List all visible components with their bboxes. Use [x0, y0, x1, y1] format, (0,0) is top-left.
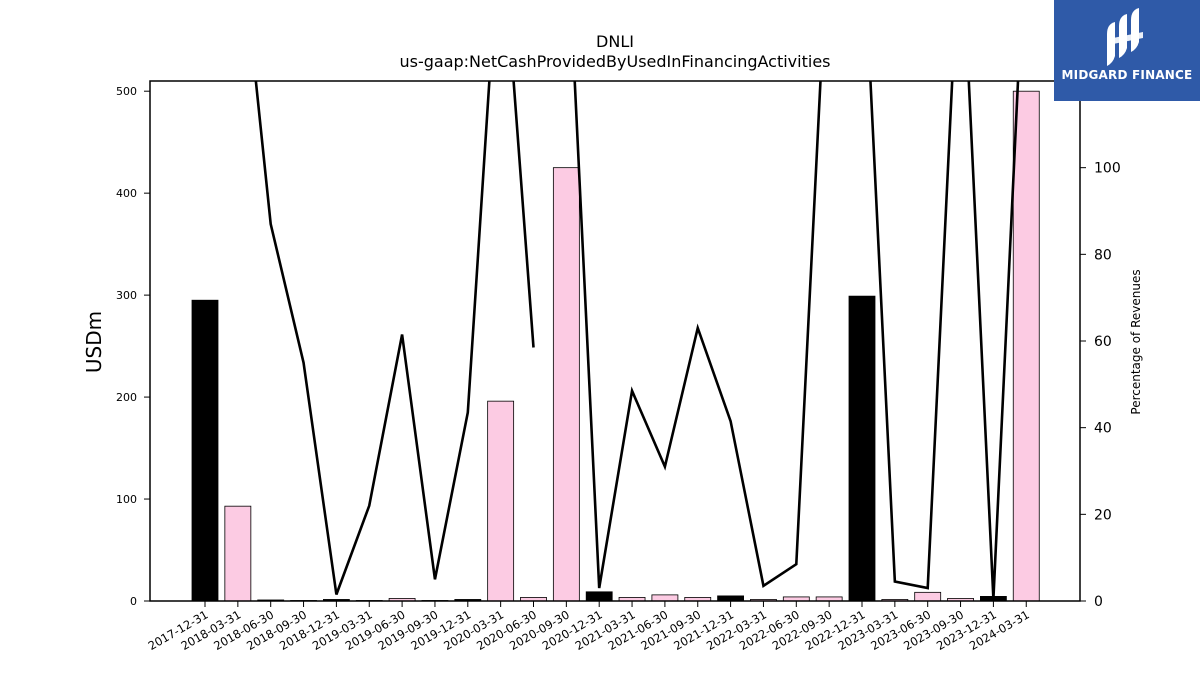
- y2-tick-label: 0: [1094, 594, 1103, 610]
- right-y-axis: 0 20 40 60 80 100: [1080, 161, 1121, 610]
- bar-2022-12-31: [848, 295, 876, 601]
- bar-2023-09-30: [947, 598, 974, 601]
- y2-tick-label: 100: [1094, 161, 1121, 177]
- percentage-line-series: [254, 81, 1020, 599]
- y-tick-label: 300: [116, 289, 137, 302]
- bar-2024-03-31: [1012, 90, 1040, 601]
- y-tick-label: 100: [116, 493, 137, 506]
- y2-tick-label: 20: [1094, 507, 1112, 523]
- bar-2020-03-31: [487, 400, 515, 601]
- bar-2023-06-30: [914, 591, 942, 601]
- y-tick-label: 200: [116, 391, 137, 404]
- left-y-axis: 0 100 200 300 400 500: [116, 85, 150, 608]
- y-axis-label-right: Percentage of Revenues: [1129, 269, 1143, 415]
- midgard-finance-logo: MIDGARD FINANCE: [1054, 0, 1200, 101]
- bar-2021-12-31: [717, 595, 744, 601]
- y-tick-label: 0: [130, 595, 137, 608]
- x-axis: 2017-12-312018-03-312018-06-302018-09-30…: [146, 601, 1032, 653]
- y-tick-label: 500: [116, 85, 137, 98]
- bar-2019-06-30: [388, 598, 416, 601]
- logo-wordmark: MIDGARD FINANCE: [1061, 68, 1193, 82]
- y2-tick-label: 80: [1094, 247, 1112, 263]
- y-axis-label-left: USDm: [82, 310, 106, 374]
- bar-2018-03-31: [224, 505, 252, 601]
- percentage-line-segment-1: [254, 81, 535, 595]
- bar-2021-06-30: [651, 594, 679, 601]
- y2-tick-label: 40: [1094, 421, 1112, 437]
- bar-2020-09-30: [552, 167, 580, 601]
- bar-2017-12-31: [191, 299, 219, 601]
- bar-2020-12-31: [585, 591, 613, 601]
- chart-title: DNLI: [596, 32, 634, 51]
- percentage-line-segment-2: [573, 81, 1020, 599]
- y-tick-label: 400: [116, 187, 137, 200]
- y2-tick-label: 60: [1094, 334, 1112, 350]
- bar-series: [191, 90, 1040, 601]
- chart-subtitle: us-gaap:NetCashProvidedByUsedInFinancing…: [399, 52, 831, 71]
- midgard-logo-icon: [1107, 8, 1143, 66]
